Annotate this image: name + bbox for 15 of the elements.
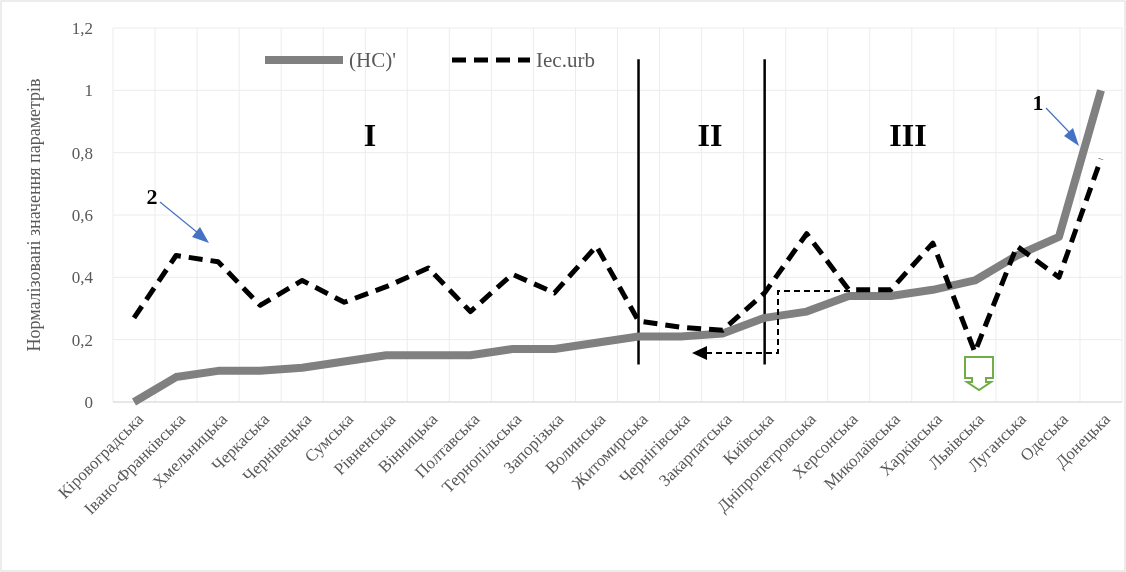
legend-label: Iec.urb (536, 48, 595, 73)
y-tick-label: 1 (84, 81, 93, 101)
annotation: III (889, 117, 927, 154)
annotation: I (363, 117, 377, 154)
y-tick-label: 0 (84, 392, 93, 412)
annotation: 1 (1032, 89, 1044, 115)
y-tick-label: 0,2 (71, 330, 93, 350)
legend-label: (HC)' (349, 48, 396, 73)
y-tick-label: 0,4 (71, 268, 94, 288)
y-axis-title: Нормалізовані значення параметрів (24, 78, 44, 352)
y-tick-label: 0,6 (71, 205, 93, 225)
annotation: II (697, 117, 723, 154)
y-tick-label: 1,2 (71, 18, 93, 38)
annotation: 2 (146, 183, 158, 209)
y-tick-label: 0,8 (71, 143, 93, 163)
